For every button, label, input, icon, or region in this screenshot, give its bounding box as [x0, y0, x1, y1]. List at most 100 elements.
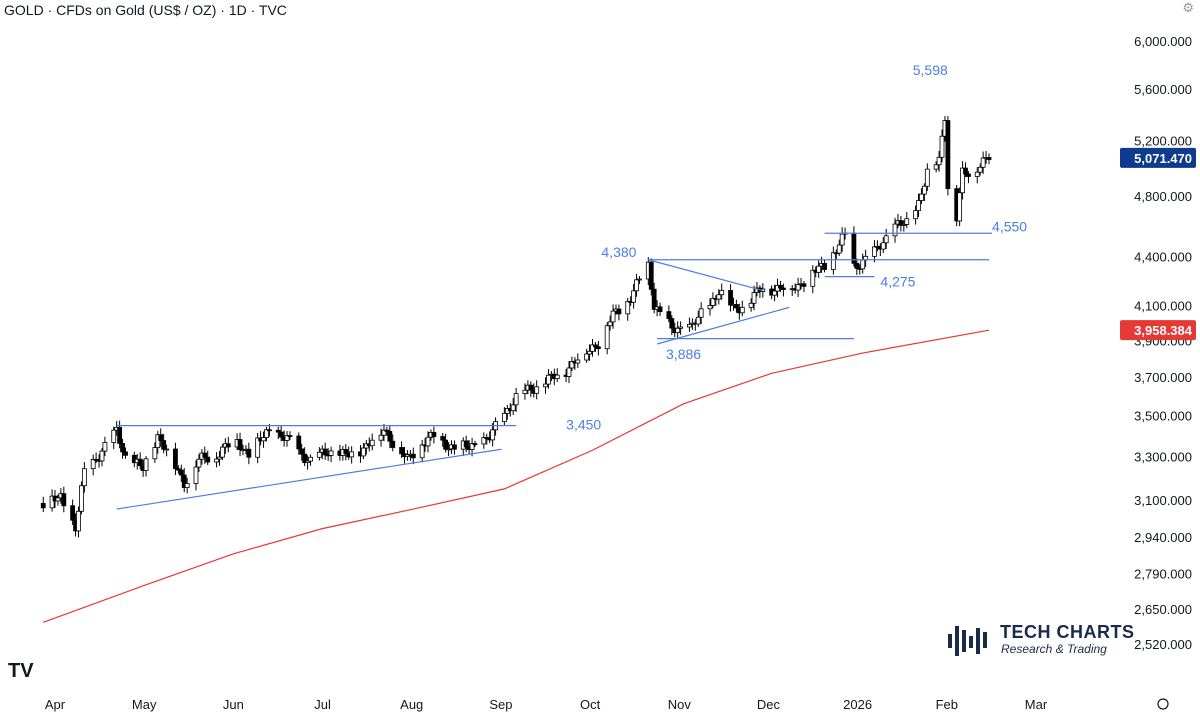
candle-body — [607, 321, 613, 327]
candle-body — [378, 434, 384, 441]
candle-body — [267, 429, 272, 432]
candle-body — [419, 444, 425, 459]
candle-body — [839, 233, 845, 246]
candle-body — [974, 171, 980, 177]
x-tick-label: Apr — [45, 697, 66, 712]
candle-body — [261, 437, 266, 442]
candle-body — [522, 389, 528, 394]
candle-body — [872, 246, 877, 257]
brand-bars-icon — [948, 626, 987, 656]
candle-body — [739, 306, 745, 314]
candle-body — [237, 439, 243, 450]
candle-body — [534, 386, 540, 394]
y-tick-label: 5,200.000 — [1134, 133, 1192, 148]
candle-body — [111, 429, 117, 443]
candle-body — [431, 432, 437, 437]
candle-body — [919, 193, 924, 201]
x-tick-label: Feb — [936, 697, 958, 712]
candle-body — [569, 360, 575, 369]
candle-body — [781, 287, 786, 290]
candle-body — [381, 429, 387, 436]
candle-body — [81, 468, 87, 487]
candle-body — [590, 344, 595, 352]
candle-body — [70, 505, 76, 521]
candle-body — [49, 495, 55, 509]
candle-body — [916, 200, 921, 212]
candle-body — [220, 446, 225, 458]
x-tick-label: Oct — [580, 697, 601, 712]
brand-name: TECH CHARTS — [1000, 622, 1135, 642]
candle-body — [966, 173, 971, 177]
candle-body — [328, 450, 334, 456]
candle-body — [443, 439, 449, 450]
candle-body — [810, 269, 816, 287]
x-tick-label: Aug — [400, 697, 423, 712]
y-tick-label: 6,000.000 — [1134, 34, 1192, 49]
candle-body — [510, 404, 516, 412]
candle-body — [584, 353, 590, 361]
candle-body — [79, 485, 84, 512]
y-tick-label: 4,400.000 — [1134, 250, 1192, 265]
candle-body — [528, 384, 534, 391]
candle-body — [55, 497, 61, 502]
candle-body — [196, 458, 202, 468]
candle-body — [634, 279, 639, 292]
candle-body — [901, 224, 907, 226]
candle-body — [369, 439, 375, 447]
candle-body — [716, 294, 722, 300]
x-tick-label: 2026 — [843, 697, 872, 712]
candle-body — [255, 437, 261, 458]
candle-body — [921, 185, 927, 195]
candle-body — [593, 344, 598, 348]
candle-body — [710, 297, 716, 306]
candle-body — [883, 235, 889, 244]
y-tick-label: 4,800.000 — [1134, 189, 1192, 204]
candle-body — [851, 232, 857, 264]
candle-body — [143, 458, 149, 471]
candle-body — [728, 290, 733, 306]
candle-body — [158, 434, 164, 441]
candle-body — [440, 436, 446, 441]
candle-body — [678, 326, 684, 329]
candle-body — [980, 157, 986, 168]
x-tick-label: Dec — [757, 697, 781, 712]
price-annotation: 5,598 — [913, 62, 948, 78]
price-annotation: 4,550 — [992, 218, 1027, 234]
candle-body — [246, 448, 252, 458]
candle-body — [648, 261, 654, 290]
candle-body — [880, 242, 886, 250]
candle-body — [957, 192, 963, 222]
candle-body — [698, 308, 704, 318]
y-tick-label: 2,520.000 — [1134, 637, 1192, 652]
trend-line — [116, 448, 502, 510]
candle-body — [387, 431, 393, 442]
candle-body — [631, 290, 637, 303]
candle-body — [469, 443, 475, 450]
candle-body — [463, 440, 469, 448]
candle-body — [651, 288, 657, 310]
tradingview-logo-icon[interactable]: TV — [8, 660, 34, 682]
candle-body — [836, 244, 842, 254]
candle-body — [554, 374, 560, 380]
gear-icon[interactable]: ⚙ — [1182, 0, 1194, 15]
candle-body — [40, 502, 46, 509]
candle-body — [446, 448, 451, 451]
candle-body — [960, 167, 965, 194]
candle-body — [184, 483, 190, 488]
candle-body — [892, 223, 898, 237]
candle-body — [675, 327, 681, 334]
candle-body — [963, 167, 968, 175]
moving-average-line — [43, 329, 990, 623]
candle-body — [587, 350, 592, 355]
candle-body — [305, 460, 310, 463]
candle-body — [161, 440, 167, 450]
x-tick-label: Nov — [668, 697, 692, 712]
trend-line — [656, 306, 790, 345]
candle-body — [425, 436, 431, 447]
brand-logo: TECH CHARTS Research & Trading — [946, 620, 1136, 660]
candle-body — [604, 325, 610, 350]
y-tick-label: 3,300.000 — [1134, 450, 1192, 465]
y-tick-label: 3,500.000 — [1134, 409, 1192, 424]
candle-body — [296, 435, 302, 450]
